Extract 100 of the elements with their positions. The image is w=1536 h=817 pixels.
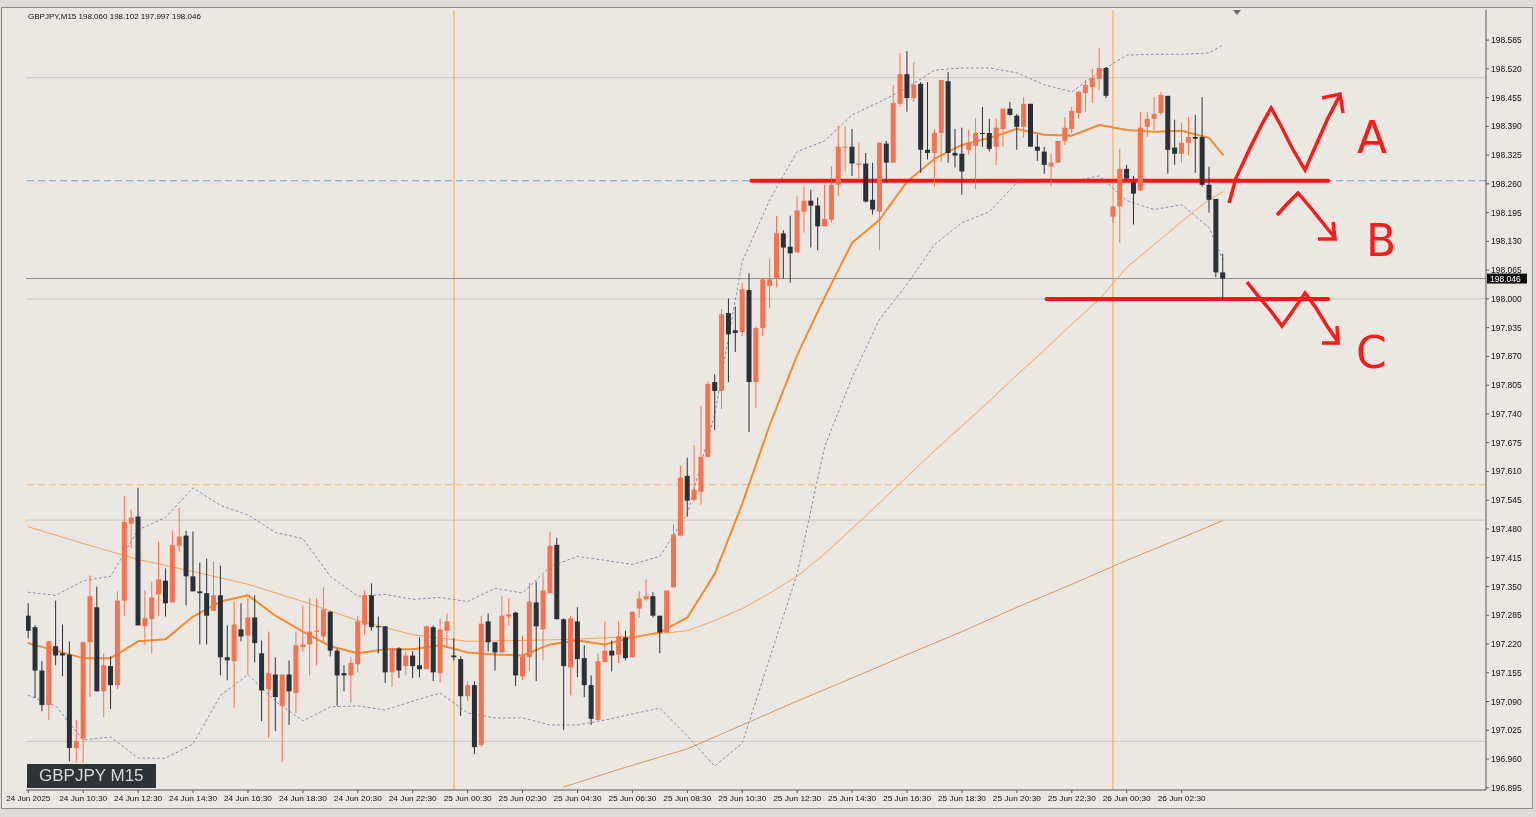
y-tick-label: 196.960	[1491, 754, 1522, 765]
y-tick-label: 197.285	[1491, 610, 1522, 621]
y-tick-label: 197.415	[1491, 552, 1522, 563]
candlestick	[410, 651, 416, 679]
candlestick	[1021, 96, 1027, 139]
x-tick-label: 25 Jun 22:30	[1047, 793, 1097, 803]
chart-title: GBPJPY,M15 198.060 198.102 197.997 198.046	[28, 12, 201, 22]
y-tick-label: 198.000	[1491, 293, 1522, 304]
candlestick	[767, 258, 773, 309]
x-tick-label: 25 Jun 14:30	[828, 793, 877, 803]
annotation: B	[1366, 215, 1397, 266]
y-tick-label: 197.155	[1491, 667, 1522, 678]
x-tick-label: 24 Jun 16:30	[223, 793, 273, 803]
candlestick	[142, 589, 148, 646]
candlestick	[1096, 47, 1102, 91]
candlestick	[925, 81, 931, 161]
x-tick-label: 24 Jun 18:30	[278, 793, 328, 803]
candlestick	[1185, 116, 1191, 157]
candlestick	[1158, 91, 1164, 116]
y-tick-label: 197.740	[1491, 408, 1522, 419]
candlestick	[485, 612, 491, 653]
candlestick	[60, 624, 65, 677]
candlestick	[780, 229, 786, 280]
y-tick-label: 197.805	[1491, 380, 1522, 391]
y-tick-label: 198.390	[1491, 121, 1522, 132]
candlestick	[403, 651, 409, 676]
candlestick	[396, 646, 402, 679]
candlestick	[732, 305, 738, 353]
candlestick	[1172, 119, 1178, 166]
candlestick	[1179, 122, 1185, 164]
candlestick	[108, 655, 114, 710]
candlestick	[506, 597, 512, 626]
line-series	[27, 175, 1224, 767]
candlestick	[197, 562, 203, 645]
candlestick	[643, 578, 649, 602]
x-tick-label: 24 Jun 20:30	[333, 793, 383, 803]
candlestick	[616, 620, 622, 664]
y-tick-label: 197.350	[1491, 581, 1522, 592]
candlestick	[465, 680, 471, 702]
candlestick	[26, 602, 31, 639]
candlestick	[286, 659, 292, 726]
x-tick-label: 24 Jun 12:30	[114, 793, 163, 803]
candlestick	[931, 128, 937, 188]
text: GBPJPY M15	[27, 764, 156, 788]
y-tick-label: 197.545	[1491, 495, 1522, 506]
y-tick-label: 197.480	[1491, 523, 1522, 534]
candlestick	[952, 128, 958, 168]
x-tick-label: 24 Jun 10:30	[59, 793, 108, 803]
y-tick-label: 196.895	[1491, 782, 1522, 793]
candlestick	[162, 567, 168, 618]
candlestick	[870, 162, 876, 215]
candlestick	[787, 215, 793, 284]
candlestick	[1034, 134, 1040, 162]
candlestick	[1069, 106, 1075, 134]
candlestick	[657, 615, 663, 654]
y-tick-label: 197.675	[1491, 437, 1522, 448]
x-tick-label: 25 Jun 12:30	[773, 793, 822, 803]
candlestick	[904, 50, 910, 113]
y-tick-label: 198.130	[1491, 236, 1522, 247]
x-tick-label: 25 Jun 16:30	[883, 793, 932, 803]
candlestick	[156, 541, 162, 617]
candlestick	[348, 656, 354, 704]
candlestick	[1192, 114, 1198, 174]
candlestick	[533, 581, 539, 682]
candlestick	[389, 647, 395, 688]
candlestick	[609, 639, 615, 672]
candlestick	[224, 624, 230, 681]
candlestick	[519, 635, 525, 681]
candlestick	[636, 590, 642, 618]
candlestick	[815, 197, 821, 251]
x-tick-label: 25 Jun 08:30	[663, 793, 712, 803]
x-tick-label: 25 Jun 00:30	[443, 793, 493, 803]
candlestick	[1082, 79, 1088, 113]
candlestick	[375, 616, 381, 654]
candlestick	[959, 127, 965, 195]
candlestick	[911, 61, 917, 103]
ref-line-label: 198.046	[1490, 273, 1521, 284]
x-tick-label: 24 Jun 22:30	[388, 793, 438, 803]
candlestick	[822, 184, 828, 227]
y-tick-label: 197.935	[1491, 322, 1522, 333]
candlestick	[149, 581, 155, 654]
candlestick	[1014, 113, 1020, 151]
candlestick	[1000, 108, 1006, 148]
candlestick	[190, 531, 196, 592]
y-tick-label: 198.520	[1491, 63, 1522, 74]
y-tick-label: 197.870	[1491, 351, 1522, 362]
x-tick-label: 25 Jun 06:30	[608, 793, 657, 803]
candlestick	[300, 605, 306, 653]
candlestick	[245, 597, 251, 676]
y-tick-label: 198.325	[1491, 150, 1522, 161]
candlestick	[842, 125, 848, 172]
candlestick	[622, 630, 628, 661]
candlestick	[1144, 111, 1150, 138]
candlestick	[1007, 101, 1013, 117]
candlestick	[883, 140, 889, 184]
y-tick-label: 198.195	[1491, 207, 1522, 218]
candlestick	[176, 507, 182, 553]
y-tick-label: 198.585	[1491, 35, 1522, 46]
candlestick	[712, 373, 718, 431]
candlestick	[1048, 153, 1054, 188]
